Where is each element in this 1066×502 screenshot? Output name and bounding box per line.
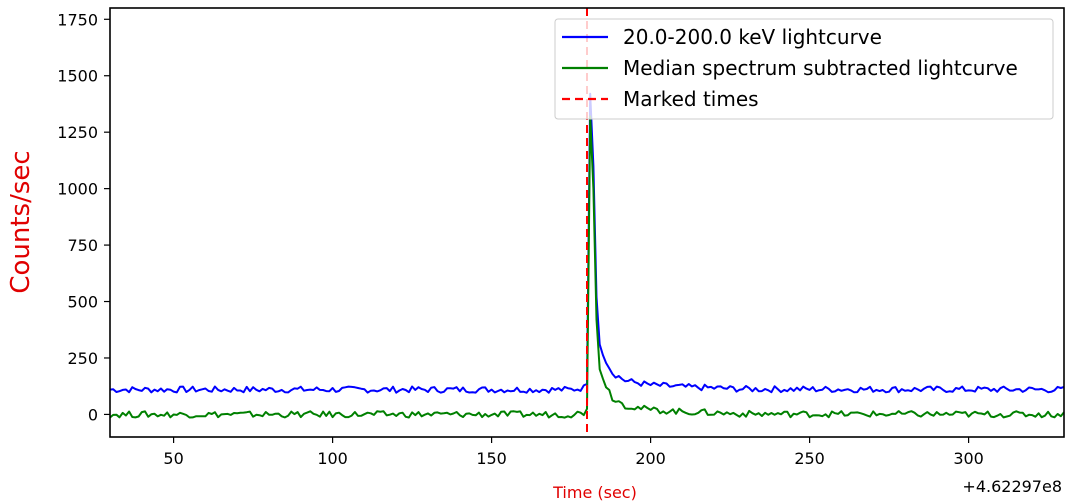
series-traces bbox=[109, 92, 1065, 419]
y-tick-label: 0 bbox=[88, 405, 98, 424]
legend-label-marked-times: Marked times bbox=[623, 87, 759, 111]
y-tick-label: 1750 bbox=[57, 10, 98, 29]
y-tick-label: 1000 bbox=[57, 180, 98, 199]
y-tick-label: 500 bbox=[67, 293, 98, 312]
y-axis-title: Counts/sec bbox=[6, 150, 36, 293]
x-axis-ticks: 50 100 150 200 250 300 bbox=[163, 437, 984, 468]
y-tick-label: 1250 bbox=[57, 123, 98, 142]
legend-label-subtracted: Median spectrum subtracted lightcurve bbox=[623, 56, 1018, 80]
plot-frame bbox=[109, 7, 1065, 438]
legend: 20.0-200.0 keV lightcurve Median spectru… bbox=[554, 18, 1054, 120]
y-axis-ticks: 0 250 500 750 1000 1250 1500 1750 bbox=[57, 10, 110, 424]
x-tick-label: 50 bbox=[163, 449, 183, 468]
x-tick-label: 150 bbox=[476, 449, 507, 468]
x-axis-title: Time (sec) bbox=[552, 483, 637, 502]
x-tick-label: 250 bbox=[794, 449, 825, 468]
legend-box bbox=[554, 18, 1054, 120]
legend-label-lightcurve: 20.0-200.0 keV lightcurve bbox=[623, 25, 882, 49]
x-tick-label: 100 bbox=[317, 449, 348, 468]
y-tick-label: 750 bbox=[67, 236, 98, 255]
x-tick-label: 300 bbox=[953, 449, 984, 468]
y-tick-label: 250 bbox=[67, 349, 98, 368]
x-axis-offset-label: +4.62297e8 bbox=[962, 477, 1062, 496]
series-line-1 bbox=[109, 115, 1065, 419]
y-tick-label: 1500 bbox=[57, 67, 98, 86]
x-tick-label: 200 bbox=[635, 449, 666, 468]
